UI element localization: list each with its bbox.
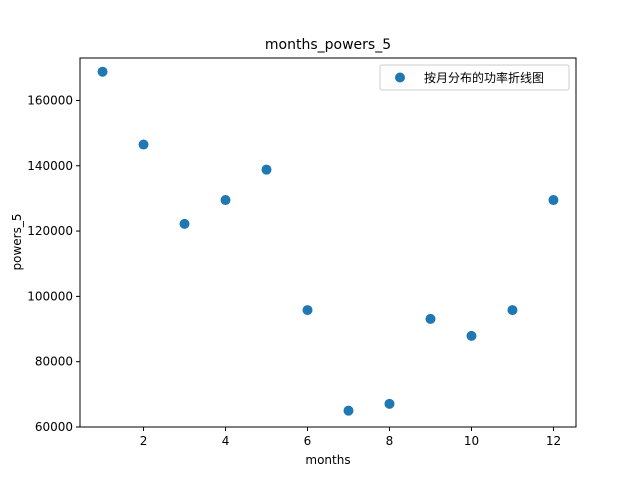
y-tick-label: 100000 xyxy=(27,289,73,303)
x-axis-label: months xyxy=(305,453,350,467)
data-point xyxy=(261,164,272,175)
y-tick-label: 140000 xyxy=(27,159,73,173)
y-tick-label: 60000 xyxy=(35,420,73,434)
data-point xyxy=(507,305,518,316)
data-point xyxy=(302,305,313,316)
data-point xyxy=(343,405,354,416)
data-point xyxy=(220,195,231,206)
data-point xyxy=(425,313,436,324)
x-tick-label: 4 xyxy=(222,434,230,448)
data-point xyxy=(466,330,477,341)
legend-label: 按月分布的功率折线图 xyxy=(424,70,544,85)
x-tick-label: 8 xyxy=(386,434,394,448)
data-point xyxy=(97,66,108,77)
x-tick-label: 12 xyxy=(546,434,561,448)
y-tick-label: 160000 xyxy=(27,93,73,107)
legend-box xyxy=(379,64,570,91)
data-point xyxy=(179,218,190,229)
x-tick-label: 6 xyxy=(304,434,312,448)
y-axis: 60000 80000 100000 120000 140000 160000 xyxy=(27,93,80,434)
y-axis-label: powers_5 xyxy=(10,214,24,271)
y-tick-label: 80000 xyxy=(35,355,73,369)
x-tick-label: 10 xyxy=(464,434,479,448)
data-points xyxy=(97,66,559,416)
data-point xyxy=(138,139,149,150)
x-tick-label: 2 xyxy=(140,434,148,448)
legend: 按月分布的功率折线图 xyxy=(379,64,570,91)
data-point xyxy=(384,398,395,409)
plot-area xyxy=(79,57,577,428)
legend-marker xyxy=(395,72,405,83)
x-axis: 2 4 6 8 10 12 xyxy=(140,427,561,448)
y-tick-label: 120000 xyxy=(27,224,73,238)
chart-title: months_powers_5 xyxy=(265,37,391,53)
data-point xyxy=(548,195,559,206)
